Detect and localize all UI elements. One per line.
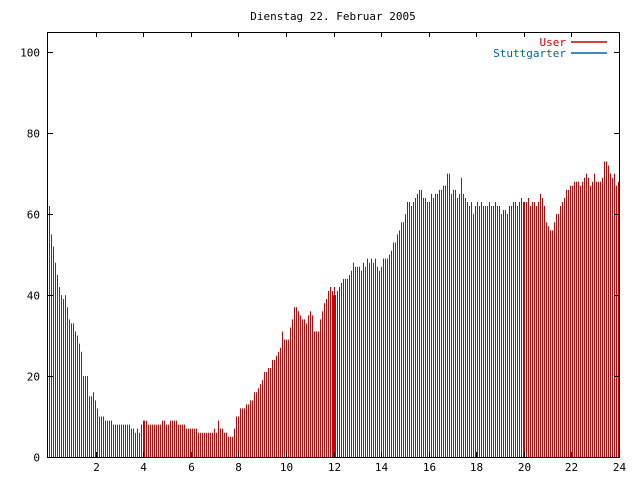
highlight-lines: [332, 202, 525, 457]
y-tick-label: 80: [27, 128, 40, 141]
x-tick-label: 16: [423, 461, 436, 474]
y-tick-label: 40: [27, 290, 40, 303]
y-tick-label: 100: [20, 47, 40, 60]
user-series-bars: [49, 161, 619, 457]
x-tick-label: 4: [140, 461, 147, 474]
legend-label-stuttgarter: Stuttgarter: [493, 47, 566, 60]
chart-title: Dienstag 22. Februar 2005: [250, 10, 416, 23]
x-tick-label: 6: [188, 461, 195, 474]
x-tick-label: 2: [93, 461, 100, 474]
x-tick-label: 24: [613, 461, 627, 474]
y-axis: 0 20 40 60 80 100: [20, 47, 619, 465]
y-tick-label: 20: [27, 371, 40, 384]
x-tick-label: 18: [470, 461, 483, 474]
x-tick-label: 14: [375, 461, 389, 474]
y-tick-label: 0: [33, 452, 40, 465]
x-tick-label: 12: [328, 461, 341, 474]
plot-frame: [47, 32, 620, 458]
legend-label-user: User: [540, 36, 567, 49]
x-tick-label: 22: [565, 461, 578, 474]
x-axis: 2 4 6 8 10 12 14 16 18 20 22 24: [93, 32, 626, 474]
y-tick-label: 60: [27, 209, 40, 222]
legend: User Stuttgarter: [493, 36, 607, 60]
x-tick-label: 10: [280, 461, 293, 474]
x-tick-label: 8: [235, 461, 242, 474]
x-tick-label: 20: [518, 461, 531, 474]
